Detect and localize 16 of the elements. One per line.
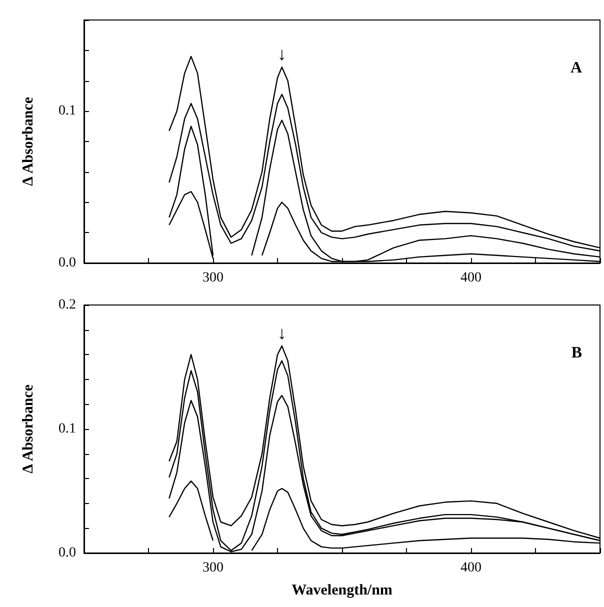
x-tick-label: 400 bbox=[460, 270, 482, 286]
y-tick-label: 0.2 bbox=[58, 298, 76, 312]
y-tick-label: 0.1 bbox=[58, 104, 76, 119]
annotation: B bbox=[571, 344, 582, 362]
annotation: ↓ bbox=[277, 322, 286, 343]
annotation: ↓ bbox=[277, 44, 286, 64]
y-tick-label: 0.1 bbox=[58, 422, 76, 436]
y-tick-label: 0.0 bbox=[58, 546, 76, 560]
annotation: A bbox=[570, 60, 582, 76]
y-tick-label: 0.0 bbox=[58, 256, 76, 270]
y-axis-title: Δ Absorbance bbox=[20, 384, 36, 474]
y-axis-title: Δ Absorbance bbox=[20, 96, 36, 186]
x-tick-label: 400 bbox=[460, 560, 482, 576]
x-axis-title: Wavelength/nm bbox=[292, 582, 393, 598]
x-tick-label: 300 bbox=[202, 560, 224, 576]
x-tick-label: 300 bbox=[202, 270, 224, 286]
